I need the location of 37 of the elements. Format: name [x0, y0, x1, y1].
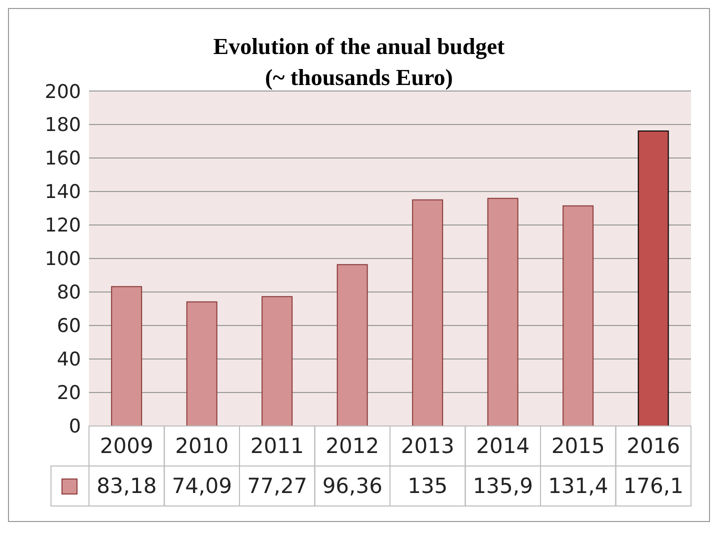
bar [262, 296, 293, 426]
bar [336, 264, 368, 426]
y-tick-label: 200 [44, 80, 81, 103]
data-label: 135,9 [472, 474, 533, 498]
x-tick-label: 2012 [326, 434, 380, 458]
chart-subtitle: (~ thousands Euro) [265, 65, 453, 90]
x-tick-label: 2014 [476, 434, 530, 458]
data-label: 83,18 [96, 474, 157, 498]
x-tick-label: 2010 [175, 434, 229, 458]
chart-title: Evolution of the anual budget [212, 33, 506, 62]
y-tick-label: 80 [56, 282, 81, 304]
bar [412, 199, 444, 426]
y-tick-label: 160 [44, 148, 81, 170]
y-tick-label: 180 [44, 114, 81, 136]
bar [186, 301, 218, 426]
bar [487, 198, 518, 426]
y-tick-label: 20 [56, 382, 81, 404]
data-label: 96,36 [322, 474, 382, 498]
bar [562, 205, 594, 426]
y-tick-label: 0 [68, 416, 81, 438]
y-tick-label: 140 [44, 181, 81, 204]
bar [638, 130, 669, 426]
x-tick-label: 2015 [551, 434, 605, 458]
x-tick-label: 2013 [400, 434, 454, 458]
y-tick-label: 120 [44, 214, 81, 237]
data-label: 135 [408, 474, 448, 498]
data-label: 131,4 [548, 474, 608, 498]
bar [111, 286, 142, 426]
data-label: 77,27 [247, 474, 308, 498]
x-tick-label: 2009 [100, 434, 154, 458]
y-tick-label: 40 [56, 348, 81, 371]
data-label: 74,09 [172, 474, 232, 498]
y-tick-label: 60 [56, 315, 81, 338]
y-tick-label: 100 [44, 248, 81, 270]
x-tick-label: 2016 [626, 434, 680, 458]
data-label: 176,1 [623, 474, 684, 498]
x-tick-label: 2011 [250, 434, 304, 458]
